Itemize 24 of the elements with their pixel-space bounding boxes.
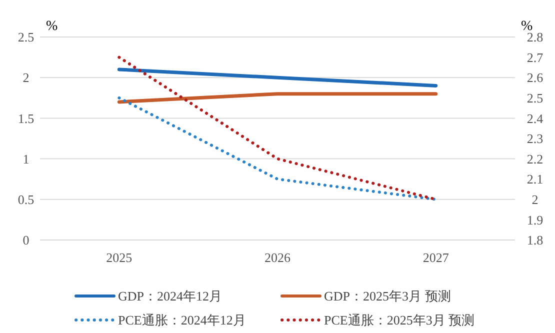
y-tick-label: 0	[22, 232, 30, 248]
y2-tick-label: 2	[532, 192, 538, 207]
y2-tick-label: 2.7	[526, 50, 544, 65]
y2-tick-label: 1.9	[526, 212, 544, 228]
y2-tick-label: 1.8	[526, 232, 544, 248]
y-tick-label: 1.5	[18, 110, 34, 126]
x-tick-label: 2025	[106, 250, 132, 265]
legend-label: PCE通胀：2024年12月	[118, 312, 246, 328]
y-tick-label: 2	[22, 70, 30, 86]
y2-tick-label: 2.6	[526, 70, 544, 86]
y-axis-title: %	[46, 19, 58, 34]
y2-tick-label: 2.5	[526, 90, 544, 106]
legend-label: PCE通胀：2025年3月 预测	[324, 312, 475, 328]
x-tick-label: 2027	[422, 250, 450, 265]
y2-tick-label: 2.4	[526, 110, 544, 126]
y2-tick-label: 2.1	[526, 172, 544, 187]
y-tick-label: 0.5	[18, 192, 34, 207]
x-tick-label: 2026	[264, 250, 291, 265]
legend-label: GDP：2025年3月 预测	[324, 288, 451, 304]
y-tick-label: 1	[22, 151, 30, 166]
y2-tick-label: 2.3	[526, 131, 544, 146]
legend-label: GDP：2024年12月	[118, 288, 222, 304]
y-tick-label: 2.5	[18, 30, 34, 45]
y2-tick-label: 2.2	[526, 151, 544, 166]
